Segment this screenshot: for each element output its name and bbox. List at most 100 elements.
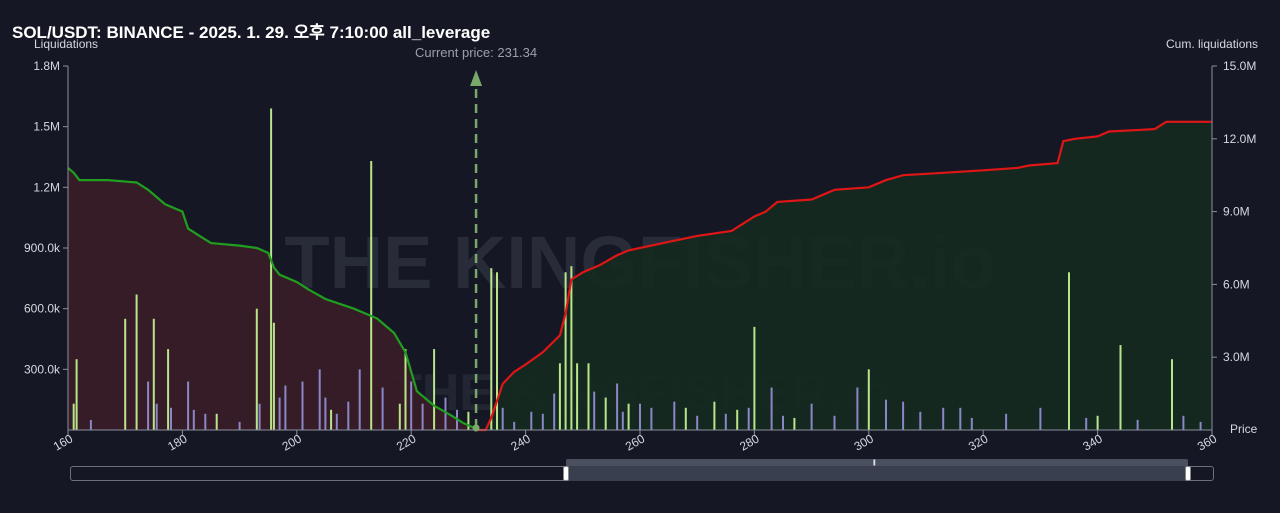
y-right-tick-label-4: 15.0M <box>1223 59 1256 73</box>
bar-small-41 <box>885 399 887 430</box>
bar-long-33 <box>1119 345 1122 430</box>
bar-long-7 <box>255 308 258 430</box>
zoom-slider-left-handle[interactable] <box>563 466 569 481</box>
bar-small-34 <box>724 413 727 430</box>
bar-small-7 <box>238 421 241 430</box>
long-cum-line <box>67 167 477 430</box>
x-tick-label-5: 260 <box>623 431 648 453</box>
bar-small-14 <box>335 413 338 430</box>
current-price-arrow-icon <box>470 70 483 86</box>
bar-small-2 <box>155 403 158 430</box>
x-tick-label-2: 200 <box>280 431 305 453</box>
bar-small-11 <box>301 381 304 430</box>
bar-small-40 <box>856 387 859 430</box>
bar-small-0 <box>89 419 92 430</box>
right-axis-title: Cum. liquidations <box>1166 37 1259 51</box>
bar-long-30 <box>867 369 870 430</box>
bar-long-15 <box>467 411 470 430</box>
bar-small-32 <box>673 401 676 430</box>
bar-small-16 <box>358 369 361 430</box>
bar-long-12 <box>398 403 401 430</box>
bar-long-8 <box>270 108 273 430</box>
bar-long-28 <box>753 326 756 430</box>
bar-small-19 <box>421 403 424 430</box>
bar-small-3 <box>170 407 172 430</box>
bar-long-13 <box>404 349 407 430</box>
bar-long-29 <box>793 417 796 430</box>
bar-small-15 <box>347 401 350 430</box>
bar-long-4 <box>152 318 155 430</box>
bar-small-45 <box>959 407 962 430</box>
bar-small-52 <box>1199 421 1202 430</box>
y-left-tick-label-0: 300.0k <box>24 362 61 376</box>
bar-small-1 <box>147 381 150 430</box>
bar-long-22 <box>587 363 590 430</box>
y-left-tick-label-2: 900.0k <box>24 241 61 255</box>
y-right-tick-label-3: 12.0M <box>1223 132 1256 146</box>
x-tick-label-1: 180 <box>165 431 190 453</box>
x-tick-label-4: 240 <box>508 431 533 453</box>
bar-long-10 <box>330 409 333 430</box>
zoom-slider-drag-bar[interactable] <box>566 459 1188 466</box>
bar-small-28 <box>616 383 619 430</box>
bar-long-3 <box>135 294 138 430</box>
bar-small-26 <box>553 393 556 430</box>
bar-long-26 <box>713 401 716 430</box>
y-left-tick-label-5: 1.8M <box>33 59 60 73</box>
x-tick-label-6: 280 <box>737 431 762 453</box>
bar-small-24 <box>530 411 533 430</box>
bar-small-4 <box>187 381 190 430</box>
current-price-label: Current price: 231.34 <box>415 45 537 60</box>
cum-lines <box>67 120 1212 432</box>
bar-long-1 <box>72 403 75 430</box>
bar-small-23 <box>513 421 516 430</box>
y-left-tick-label-4: 1.5M <box>33 120 60 134</box>
bar-small-38 <box>810 403 813 430</box>
zoom-slider-selection[interactable] <box>566 466 1188 481</box>
bar-small-33 <box>696 415 699 430</box>
bar-small-39 <box>833 415 836 430</box>
bar-long-16 <box>490 268 493 430</box>
current-price-dot <box>472 424 480 432</box>
bar-small-43 <box>919 411 922 430</box>
bar-long-21 <box>576 363 579 430</box>
y-left-tick-label-3: 1.2M <box>33 180 60 194</box>
bar-long-9 <box>272 322 275 430</box>
bar-long-24 <box>627 403 630 430</box>
bar-small-46 <box>970 417 973 430</box>
bar-small-6 <box>204 413 207 430</box>
bar-small-22 <box>501 407 504 430</box>
x-tick-label-0: 160 <box>51 431 76 453</box>
bar-long-5 <box>167 349 170 430</box>
bar-small-27 <box>593 391 596 430</box>
bar-small-29 <box>621 411 624 430</box>
bar-small-35 <box>747 407 750 430</box>
short-cum-line <box>476 120 1212 432</box>
bar-small-48 <box>1039 407 1042 430</box>
bar-small-49 <box>1085 417 1088 430</box>
y-right-tick-label-1: 6.0M <box>1223 277 1250 291</box>
bar-small-8 <box>258 403 261 430</box>
bar-long-20 <box>570 266 573 430</box>
x-tick-label-10: 360 <box>1195 431 1220 453</box>
bar-long-2 <box>124 318 127 430</box>
bar-small-12 <box>318 369 321 430</box>
x-tick-label-7: 300 <box>852 431 877 453</box>
bar-long-17 <box>496 272 498 430</box>
zoom-slider-right-handle[interactable] <box>1185 466 1191 481</box>
bar-small-13 <box>324 397 327 430</box>
bar-small-18 <box>410 381 413 430</box>
bar-small-5 <box>192 409 195 430</box>
short-cum-area <box>476 121 1213 431</box>
bar-small-51 <box>1182 415 1185 430</box>
bar-long-34 <box>1171 359 1173 430</box>
chart-title: SOL/USDT: BINANCE - 2025. 1. 29. 오후 7:10… <box>12 23 491 42</box>
bar-small-42 <box>902 401 905 430</box>
bar-small-47 <box>1005 413 1008 430</box>
x-axis-title: Price <box>1230 422 1258 436</box>
x-tick-label-3: 220 <box>394 431 419 453</box>
bar-small-36 <box>770 387 773 430</box>
x-tick-label-8: 320 <box>966 431 991 453</box>
bar-small-50 <box>1136 419 1139 430</box>
